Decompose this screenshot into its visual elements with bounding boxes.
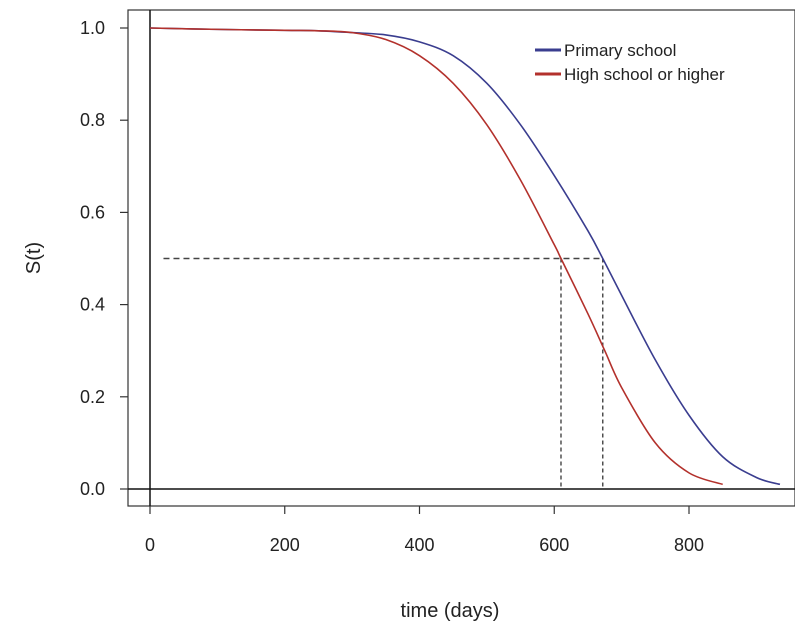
legend-label-1: Primary school xyxy=(564,41,676,60)
median-reference-lines xyxy=(163,257,604,489)
plot-border xyxy=(127,9,795,507)
series-layer xyxy=(149,27,781,486)
x-tick-label-1: 200 xyxy=(270,535,300,555)
x-tick-label-2: 400 xyxy=(404,535,434,555)
y-axis-title: S(t) xyxy=(23,242,45,274)
x-tick-label-4: 800 xyxy=(674,535,704,555)
x-axis-title: time (days) xyxy=(401,600,500,622)
y-tick-label-0: 0.0 xyxy=(80,479,105,499)
y-tick-label-2: 0.4 xyxy=(80,295,105,315)
x-axis: 0 200 400 600 800 xyxy=(145,506,704,555)
x-tick-label-0: 0 xyxy=(145,535,155,555)
y-axis: 0.0 0.2 0.4 0.6 0.8 1.0 xyxy=(80,18,128,499)
y-tick-label-1: 0.2 xyxy=(80,387,105,407)
y-tick-label-3: 0.6 xyxy=(80,202,105,222)
y-tick-label-4: 0.8 xyxy=(80,110,105,130)
y-tick-label-5: 1.0 xyxy=(80,18,105,38)
legend-label-2: High school or higher xyxy=(564,65,725,84)
legend: Primary school High school or higher xyxy=(535,41,725,84)
plot-frame xyxy=(127,9,795,507)
series-line-2 xyxy=(149,27,723,486)
x-tick-label-3: 600 xyxy=(539,535,569,555)
